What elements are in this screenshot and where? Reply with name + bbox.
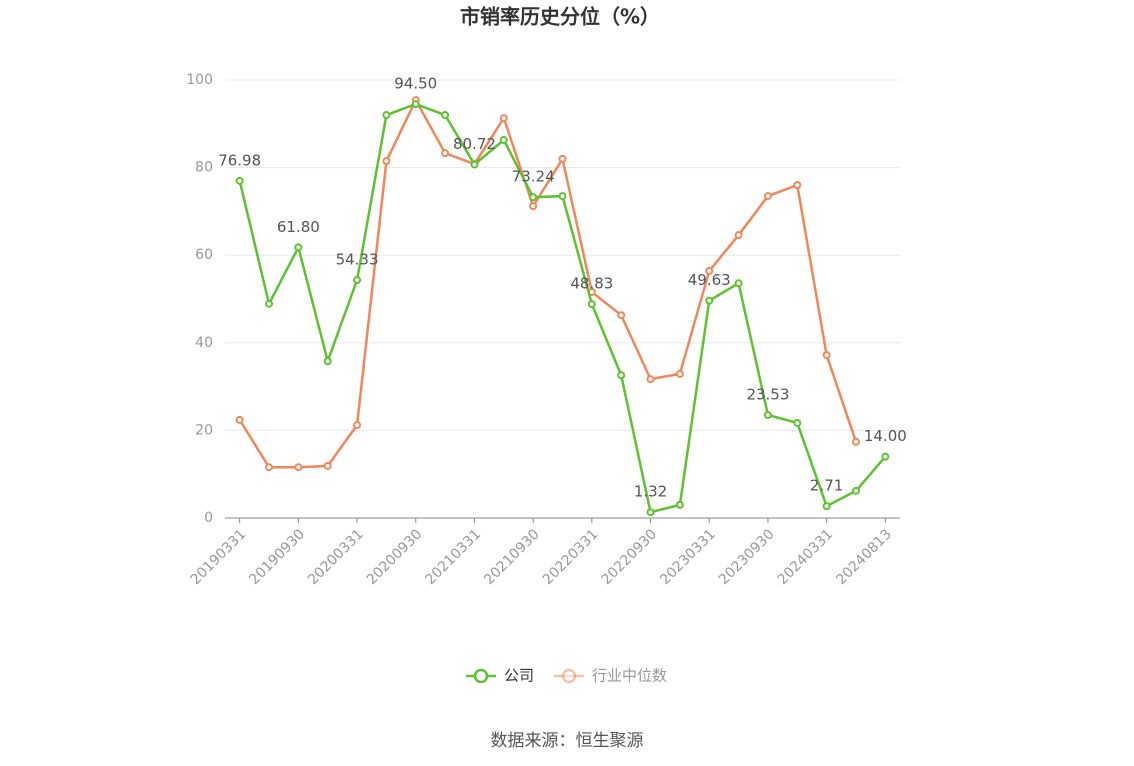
x-tick-label: 20240813	[833, 526, 895, 588]
x-tick-label: 20240331	[775, 526, 837, 588]
x-tick-label: 20220331	[540, 526, 602, 588]
point	[646, 375, 655, 384]
point	[499, 136, 508, 145]
point	[763, 410, 772, 419]
point	[294, 463, 303, 472]
legend-label: 行业中位数	[592, 667, 667, 685]
point	[441, 111, 450, 120]
source: 数据来源：恒生聚源	[491, 731, 644, 751]
point	[323, 357, 332, 366]
y-tick-label: 0	[204, 510, 213, 526]
point	[793, 181, 802, 190]
data-label: 23.53	[746, 385, 789, 403]
legend-marker	[561, 668, 577, 684]
x-tick-label: 20200930	[364, 526, 426, 588]
y-tick-label: 20	[195, 422, 213, 438]
data-label: 73.24	[512, 168, 555, 186]
data-label: 76.98	[218, 151, 261, 169]
y-tick-label: 60	[195, 247, 213, 263]
series-line	[238, 102, 887, 514]
point	[323, 461, 332, 470]
point	[734, 279, 743, 288]
series-line	[238, 97, 858, 469]
point	[265, 463, 274, 472]
point	[499, 114, 508, 123]
y-tick-label: 40	[195, 335, 213, 351]
x-tick-label: 20220930	[598, 526, 660, 588]
x-tick-label: 20230331	[657, 526, 719, 588]
data-label: 2.71	[810, 477, 843, 495]
y-tick-label: 80	[195, 160, 213, 176]
point	[617, 371, 626, 380]
x-tick-label: 20200331	[305, 526, 367, 588]
point	[353, 276, 362, 285]
x-tick-label: 20230930	[716, 526, 778, 588]
point	[734, 231, 743, 240]
point	[822, 351, 831, 360]
chart-title: 市销率历史分位（%）	[460, 5, 660, 29]
point	[881, 452, 890, 461]
point	[587, 300, 596, 309]
point	[529, 193, 538, 202]
y-tick-label: 100	[186, 72, 213, 88]
point	[646, 508, 655, 517]
legend-marker	[473, 668, 489, 684]
point	[382, 111, 391, 120]
point	[529, 202, 538, 211]
data-label: 61.80	[277, 218, 320, 236]
x-tick-label: 20190930	[246, 526, 308, 588]
x-tick-label: 20210930	[481, 526, 543, 588]
x-tick-label: 20210331	[422, 526, 484, 588]
point	[294, 243, 303, 252]
data-label: 14.00	[864, 427, 907, 445]
point	[411, 100, 420, 109]
point	[851, 486, 860, 495]
data-label: 94.50	[394, 75, 437, 93]
point	[353, 421, 362, 430]
point	[558, 154, 567, 163]
data-label: 49.63	[688, 271, 731, 289]
point	[705, 296, 714, 305]
data-label: 48.83	[570, 275, 613, 293]
point	[705, 266, 714, 275]
point	[675, 500, 684, 509]
point	[617, 311, 626, 320]
data-label: 80.72	[453, 135, 496, 153]
x-tick-label: 20190331	[188, 526, 250, 588]
point	[675, 369, 684, 378]
data-label: 1.32	[634, 483, 667, 501]
point	[822, 502, 831, 511]
point	[558, 192, 567, 201]
point	[441, 149, 450, 158]
point	[793, 418, 802, 427]
point	[763, 192, 772, 201]
point	[470, 160, 479, 169]
point	[851, 437, 860, 446]
point	[235, 415, 244, 424]
point	[235, 176, 244, 185]
legend-label: 公司	[504, 667, 534, 685]
point	[382, 157, 391, 166]
data-label: 54.33	[336, 251, 379, 269]
point	[265, 299, 274, 308]
